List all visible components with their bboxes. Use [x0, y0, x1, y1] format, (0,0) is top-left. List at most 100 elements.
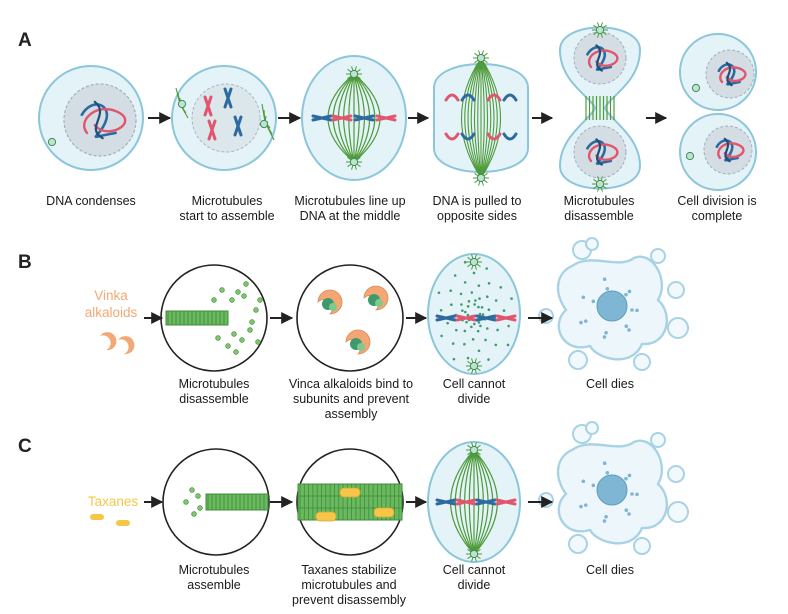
cell-daughters [679, 33, 757, 191]
centrosome-icon [469, 445, 479, 455]
tubulin-subunit [446, 321, 449, 325]
nucleus [705, 49, 755, 99]
chromatid-icon [460, 93, 476, 102]
chromosome-icon [475, 498, 497, 506]
tubulin-subunit [494, 299, 498, 302]
chromatid-icon [486, 132, 502, 141]
tubulin-subunit [510, 297, 513, 300]
vinca-alkaloid-icon [100, 332, 117, 351]
apoptotic-bleb [667, 281, 685, 299]
taxane-icon [90, 514, 104, 520]
dna-strand [595, 44, 603, 72]
spindle-fiber [467, 57, 482, 179]
cell-debris [624, 292, 628, 297]
caption-c-cell-dies: Cell dies [586, 563, 634, 577]
circle-microtubules-assemble [162, 448, 270, 556]
panel-letter-b: B [18, 252, 32, 273]
taxane-icon [315, 511, 337, 522]
tubulin-subunit [219, 287, 225, 293]
tubulin-subunit [463, 281, 467, 284]
centrosome-icon [691, 83, 701, 93]
spindle-fiber [480, 57, 489, 179]
dna-strand [725, 61, 733, 87]
cell-debris [630, 308, 634, 312]
tubulin-subunit [466, 313, 470, 317]
tubulin-subunit [257, 297, 263, 303]
cell-cannot-divide-taxane [427, 441, 521, 563]
spindle-fiber [460, 57, 482, 179]
tubulin-subunit [463, 310, 467, 314]
tubulin-subunit [437, 291, 441, 295]
tubulin-subunit [225, 343, 231, 349]
spindle-fiber [480, 57, 502, 179]
centrosome-icon [469, 549, 479, 559]
cell-debris [591, 299, 596, 304]
tubulin-subunit [465, 320, 468, 324]
tubulin-subunit [357, 343, 365, 351]
centrosome-icon [349, 69, 359, 79]
tubulin-subunit [454, 328, 458, 332]
centrosome-icon [476, 53, 486, 63]
cell-debris [579, 320, 583, 325]
dna-strand [93, 100, 104, 140]
cell-debris [624, 324, 629, 329]
chromosome-icon [233, 115, 243, 137]
apoptotic-bleb [633, 537, 651, 555]
panel-letter-a: A [18, 30, 32, 51]
chromosome-icon [455, 314, 477, 322]
spindle-fiber [464, 57, 482, 179]
tubulin-subunit [477, 321, 481, 324]
tubulin-subunit [472, 271, 476, 275]
centrosome-icon [469, 361, 479, 371]
tubulin-subunit [239, 337, 245, 343]
apoptotic-bleb [568, 534, 588, 554]
spindle-fiber [454, 449, 475, 555]
cell-debris [602, 461, 607, 466]
tubulin-subunit [211, 297, 217, 303]
tubulin-subunit [487, 281, 491, 285]
chromosome-icon [223, 87, 233, 109]
cell-anaphase [433, 50, 529, 186]
tubulin-subunit [463, 342, 466, 346]
tubulin-subunit [375, 299, 383, 307]
spindle-fiber [332, 73, 355, 163]
caption-a-dna-condenses: DNA condenses [46, 194, 136, 208]
cell-debris [602, 519, 607, 523]
tubulin-subunit [189, 487, 195, 493]
chromatid-icon [444, 132, 460, 141]
tubulin-subunit [477, 305, 480, 309]
tubulin-subunit [329, 303, 337, 311]
tubulin-subunit [471, 338, 475, 341]
caption-a-dna-pulled: DNA is pulled to opposite sides [432, 194, 522, 223]
tubulin-subunit [507, 324, 510, 328]
cell-debris [604, 330, 608, 335]
tubulin-subunit [496, 328, 499, 332]
tubulin-subunit [477, 349, 481, 353]
microtubule-filament [165, 310, 229, 326]
tubulin-subunit [502, 309, 506, 312]
spindle-fiber [480, 57, 498, 179]
cell-debris [627, 328, 631, 332]
tubulin-subunit [233, 349, 239, 355]
dna-strand [719, 66, 747, 84]
centrosome-icon [595, 179, 605, 189]
cell-debris [602, 277, 607, 282]
spindle-fiber [477, 57, 482, 179]
cell-debris [583, 503, 588, 507]
panel-letter-c: C [18, 436, 32, 457]
centrosome-icon [469, 257, 479, 267]
tubulin-subunit [459, 292, 463, 296]
tubulin-subunit [494, 343, 498, 347]
caption-b-cell-cannot-divide: Cell cannot divide [442, 377, 506, 406]
cell-dies-taxane [538, 421, 689, 555]
dna-strand [588, 143, 619, 163]
tubulin-subunit [195, 493, 201, 499]
spindle-fiber [473, 57, 482, 179]
tubulin-subunit [451, 342, 455, 345]
tubulin-subunit [440, 334, 443, 338]
vinca-alkaloid-icon [118, 336, 135, 355]
spindle-fiber [480, 57, 485, 179]
tubulin-subunit [478, 312, 482, 316]
caption-c-microtubules-assemble: Microtubules assemble [178, 563, 250, 592]
